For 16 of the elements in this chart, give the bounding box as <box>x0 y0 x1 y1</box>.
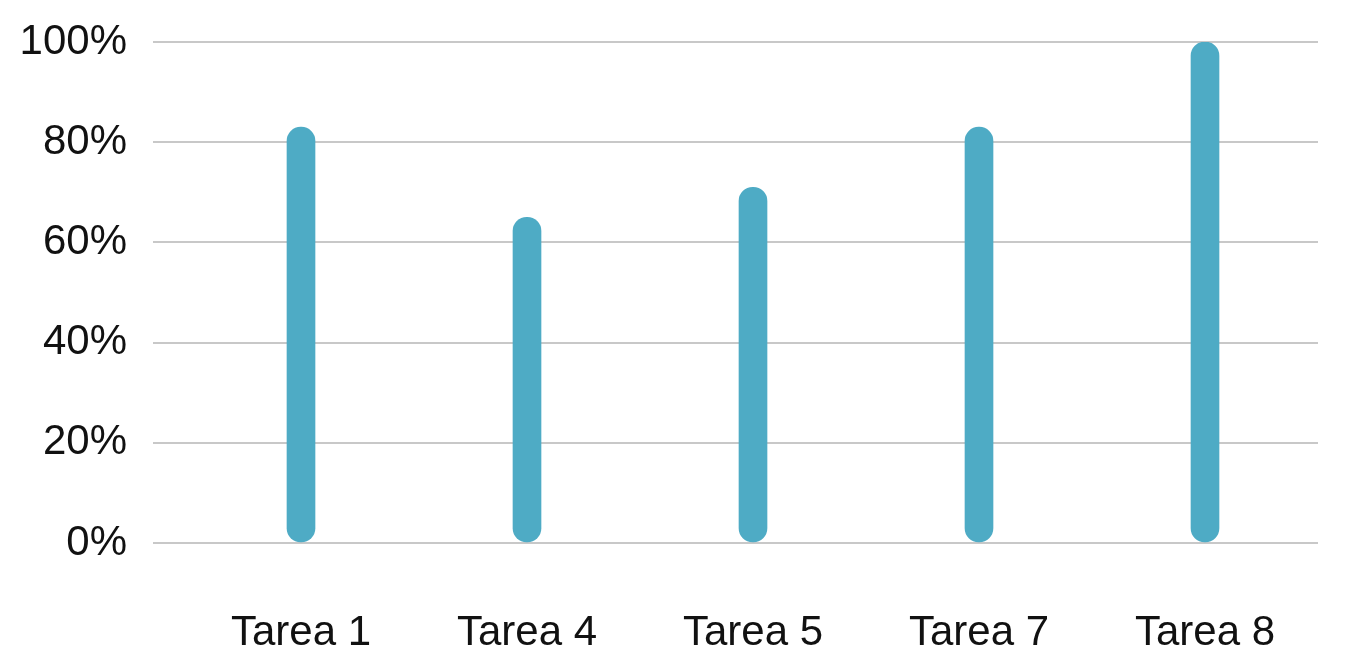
bar <box>964 126 994 543</box>
x-tick-label: Tarea 1 <box>230 606 372 654</box>
y-tick-label: 20% <box>42 416 127 464</box>
bar <box>738 186 768 543</box>
bar <box>512 217 542 543</box>
x-tick-label: Tarea 8 <box>1134 606 1276 654</box>
x-tick-label: Tarea 5 <box>682 606 824 654</box>
bar <box>1190 42 1220 543</box>
y-tick-label: 60% <box>42 215 127 263</box>
bar <box>286 126 316 543</box>
y-tick-label: 0% <box>66 516 127 564</box>
y-tick-label: 100% <box>19 15 127 63</box>
y-tick-label: 40% <box>42 316 127 364</box>
x-tick-label: Tarea 7 <box>908 606 1050 654</box>
y-tick-label: 80% <box>42 115 127 163</box>
x-tick-label: Tarea 4 <box>456 606 598 654</box>
